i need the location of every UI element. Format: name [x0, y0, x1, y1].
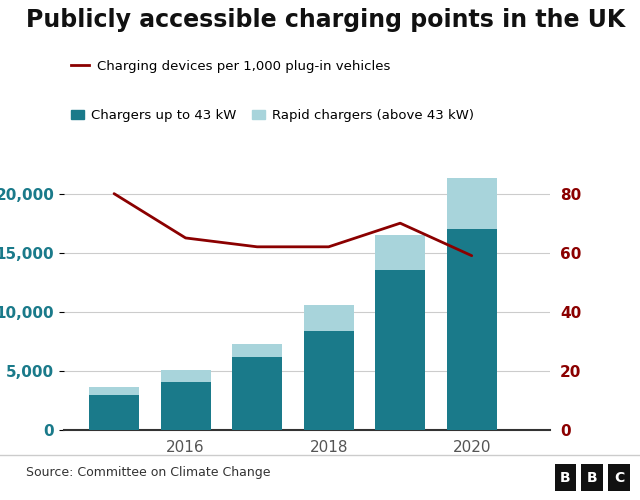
Bar [303, 330, 354, 430]
Bar [375, 270, 425, 430]
Bar [161, 382, 211, 430]
Bar [89, 388, 139, 394]
Bar [375, 235, 425, 270]
Legend: Chargers up to 43 kW, Rapid chargers (above 43 kW): Chargers up to 43 kW, Rapid chargers (ab… [66, 104, 479, 128]
Text: Source: Committee on Climate Change: Source: Committee on Climate Change [26, 466, 270, 479]
Text: C: C [614, 470, 625, 484]
Bar [232, 356, 282, 430]
Bar [161, 370, 211, 382]
Bar [232, 344, 282, 356]
Bar [303, 304, 354, 330]
Text: B: B [560, 470, 571, 484]
Bar [447, 178, 497, 229]
Text: Publicly accessible charging points in the UK: Publicly accessible charging points in t… [26, 8, 625, 32]
Bar [447, 229, 497, 430]
Text: B: B [587, 470, 598, 484]
Bar [89, 394, 139, 430]
